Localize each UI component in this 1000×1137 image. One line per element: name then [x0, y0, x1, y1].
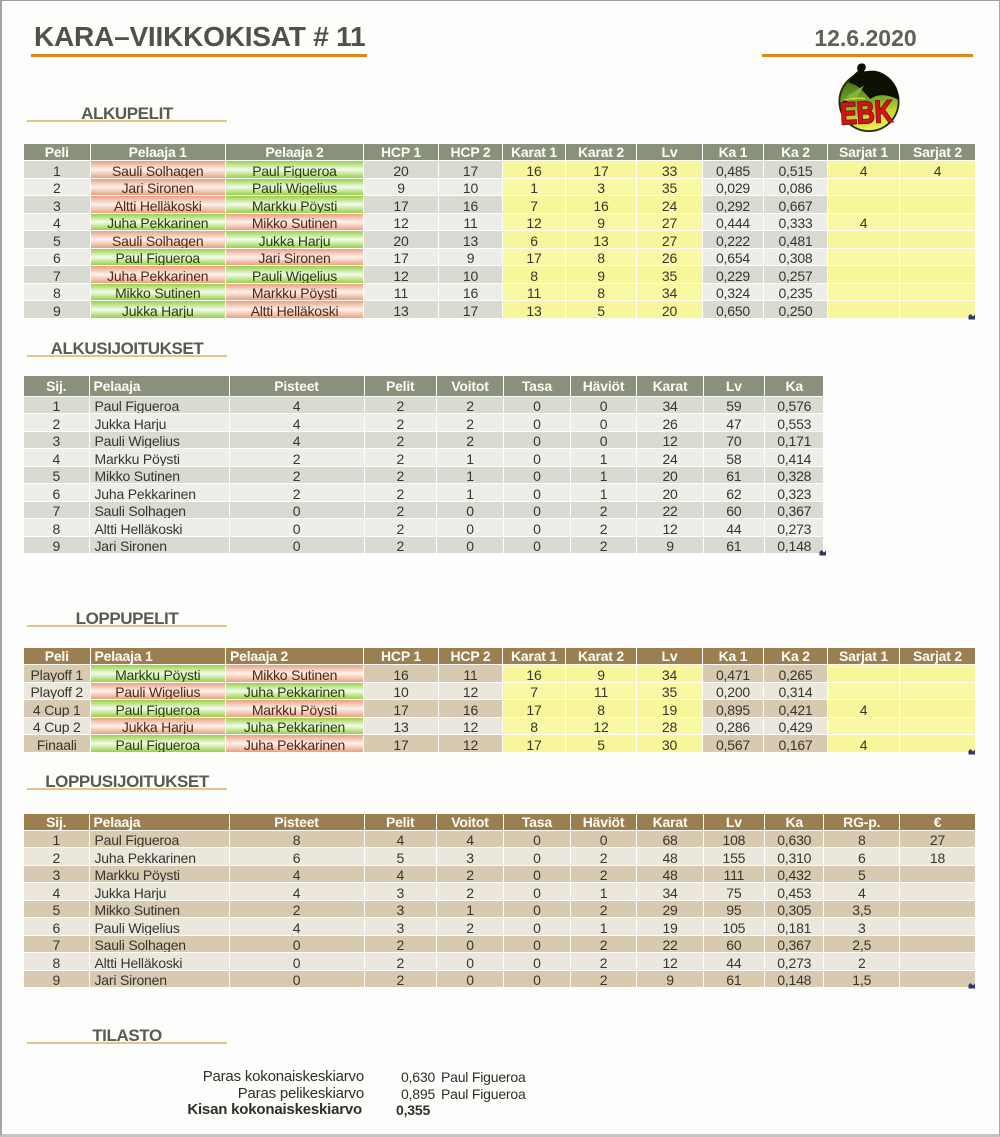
- svg-text:EBK: EBK: [839, 94, 893, 131]
